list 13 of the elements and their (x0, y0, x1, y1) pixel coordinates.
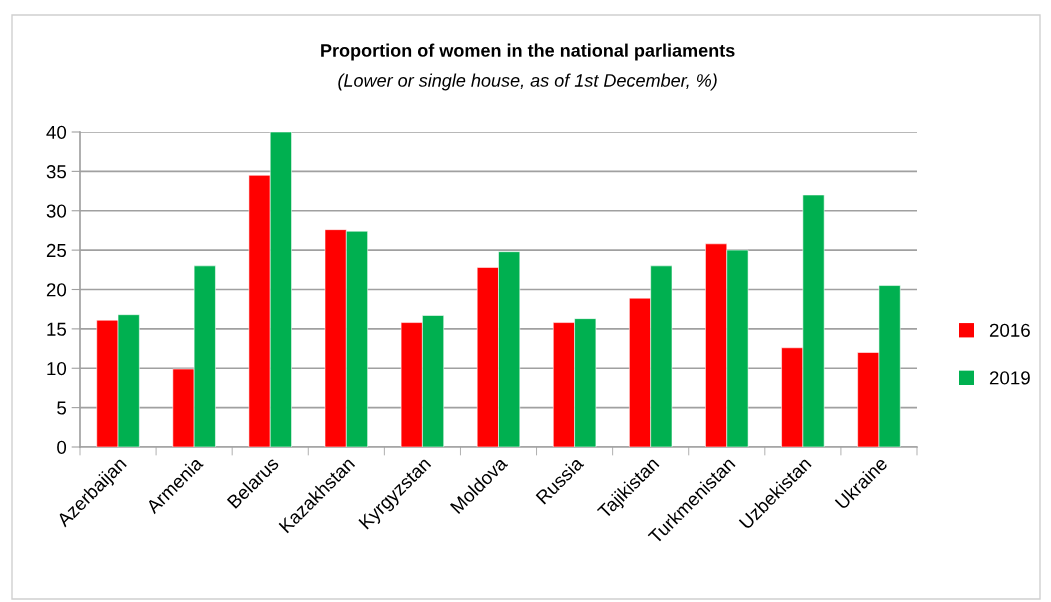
y-tick-label: 35 (46, 165, 67, 179)
chart-subtitle: (Lower or single house, as of 1st December, %) (338, 73, 717, 91)
y-tick-label: 25 (46, 243, 67, 258)
y-tick-label: 5 (57, 401, 67, 415)
legend-label: 2016 (989, 323, 1030, 337)
y-tick-label: 15 (47, 322, 67, 336)
legend-label: 2019 (989, 371, 1030, 385)
y-tick-label: 30 (46, 204, 67, 218)
chart-title: Proportion of women in the national parliaments (321, 43, 735, 61)
y-tick-label: 20 (46, 283, 67, 297)
y-tick-label: 10 (47, 361, 67, 376)
y-tick-label: 0 (57, 440, 67, 454)
y-tick-label: 40 (46, 125, 67, 139)
